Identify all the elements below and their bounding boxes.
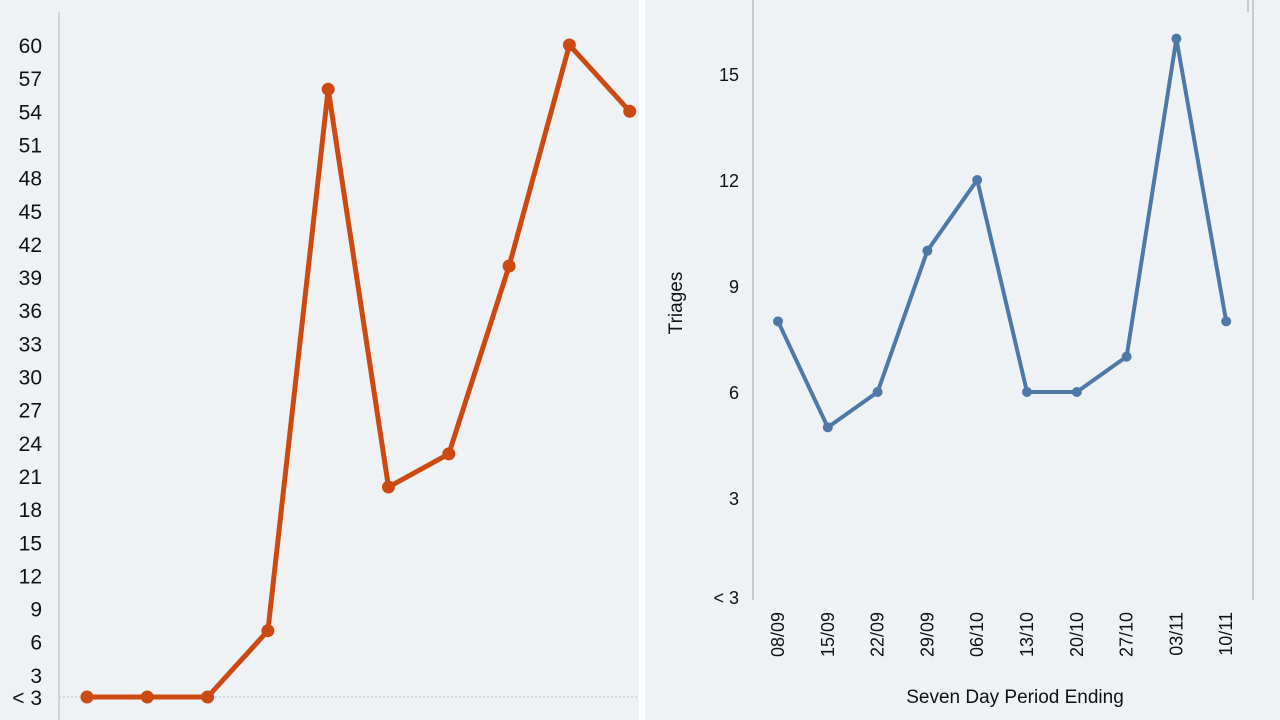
y-tick-label: 27	[19, 400, 42, 423]
y-tick-label: 45	[19, 201, 42, 224]
y-tick-label: 18	[19, 499, 42, 522]
data-point	[1071, 387, 1082, 397]
y-tick-label: < 3	[12, 687, 42, 710]
y-tick-label: 24	[19, 433, 43, 456]
data-point	[382, 480, 395, 494]
data-point	[922, 245, 933, 256]
data-point	[442, 447, 456, 461]
y-tick-label: 21	[19, 466, 42, 489]
y-tick-label: 12	[719, 171, 739, 191]
data-point	[502, 259, 516, 273]
data-point	[80, 690, 94, 704]
data-point	[562, 38, 576, 52]
y-tick-label: 39	[19, 267, 42, 290]
y-tick-label: 57	[19, 68, 42, 91]
data-point	[1171, 33, 1182, 44]
y-tick-label: 51	[19, 134, 42, 157]
x-tick-label: 20/10	[1067, 612, 1087, 657]
data-point	[773, 316, 783, 327]
data-point	[201, 690, 215, 704]
y-tick-label: 15	[19, 532, 42, 555]
x-tick-label: 08/09	[768, 612, 788, 657]
series-line	[84, 42, 633, 700]
left-chart-panel: < 3 3 6 9 12 15 18 21 24 27 30 33 36 39 42 45 48 51 54 57 60	[0, 0, 639, 720]
y-tick-label: 9	[729, 277, 739, 297]
x-tick-label: 03/11	[1166, 612, 1186, 656]
y-tick-label: 60	[19, 35, 42, 58]
data-point	[261, 624, 275, 638]
data-point	[1221, 316, 1232, 327]
y-axis-title: Triages	[666, 272, 687, 335]
data-point	[1121, 351, 1132, 362]
x-tick-label: 13/10	[1017, 612, 1037, 657]
x-axis-title: Seven Day Period Ending	[906, 687, 1124, 708]
y-tick-label: 15	[719, 65, 739, 85]
right-line-chart: < 3 3 6 9 12 15 Triages 08/09 15/09 22/09 29/09 06/…	[666, 0, 1254, 708]
y-tick-label: 30	[19, 367, 42, 390]
y-tick-label: 3	[30, 665, 42, 688]
data-point	[1022, 387, 1032, 397]
data-point	[972, 175, 983, 185]
y-tick-label: 54	[19, 101, 43, 124]
x-tick-label: 29/09	[917, 612, 937, 657]
series-line	[776, 36, 1229, 430]
y-tick-label: 33	[19, 333, 42, 356]
x-tick-label: 15/09	[818, 612, 838, 657]
x-tick-label: 06/10	[967, 612, 987, 657]
y-tick-label: 9	[30, 599, 42, 622]
data-point	[872, 387, 883, 397]
y-tick-label: 42	[19, 234, 42, 257]
y-tick-label: 3	[729, 489, 739, 509]
data-point	[822, 422, 833, 433]
data-point	[140, 690, 154, 704]
y-tick-label: 6	[729, 383, 739, 403]
data-point	[321, 82, 335, 96]
x-tick-label: 22/09	[868, 612, 888, 657]
data-point	[623, 104, 637, 118]
y-tick-label: < 3	[713, 588, 739, 608]
y-tick-label: 12	[19, 565, 42, 588]
y-tick-label: 6	[30, 632, 42, 655]
y-tick-label: 48	[19, 168, 42, 191]
x-tick-label: 27/10	[1117, 612, 1137, 657]
right-chart-panel: < 3 3 6 9 12 15 Triages 08/09 15/09 22/09 29/09 06/…	[645, 0, 1280, 720]
x-tick-label: 10/11	[1216, 612, 1236, 656]
y-tick-label: 36	[19, 300, 42, 323]
